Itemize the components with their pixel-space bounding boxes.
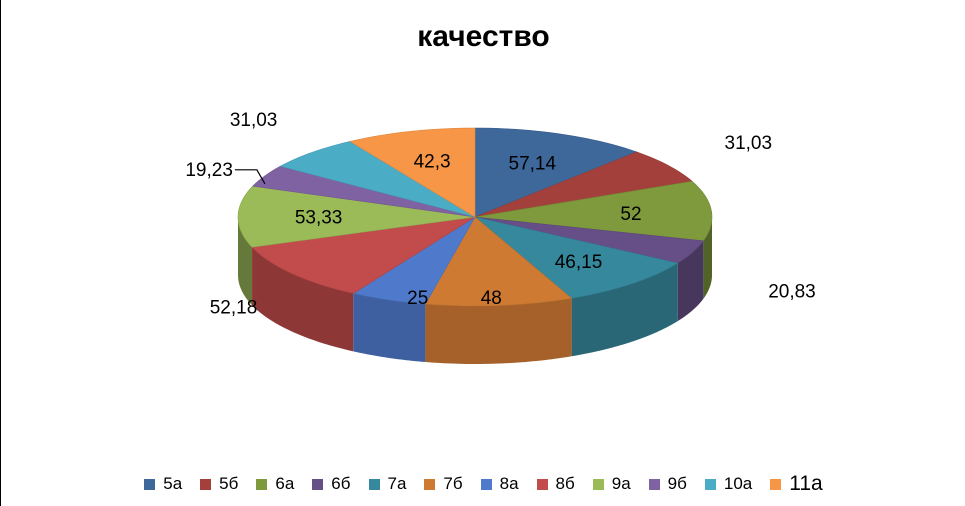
legend-swatch	[704, 478, 716, 490]
data-label-5а: 57,14	[509, 153, 557, 174]
pie-side-7б	[425, 298, 572, 364]
legend-label: 7б	[443, 474, 463, 493]
legend-label: 8б	[555, 474, 575, 493]
data-label-8а: 25	[407, 288, 428, 309]
data-label-9а: 53,33	[295, 208, 343, 229]
data-label-9б: 19,23	[185, 160, 233, 181]
legend-item-8б: 8б	[536, 474, 575, 494]
legend-swatch	[144, 478, 156, 490]
legend-label: 6а	[275, 474, 295, 493]
pie-chart: 57,14 31,03 52 20,83 46,15 48 25 52,18 53,33 19,2…	[185, 110, 816, 364]
pie-slice-11а	[349, 127, 476, 218]
pie-slice-7а	[474, 216, 679, 299]
legend-label: 9а	[611, 474, 631, 493]
pie-side-8б	[252, 247, 354, 352]
legend-swatch	[480, 478, 492, 490]
pie-slice-10а	[279, 141, 476, 218]
legend-item-11а: 11а	[770, 472, 823, 496]
legend-item-9б: 9б	[648, 474, 687, 494]
data-label-5б: 31,03	[725, 133, 773, 154]
legend-label: 6б	[331, 474, 351, 493]
pie-slice-6а	[474, 181, 713, 242]
data-label-11а: 42,3	[414, 152, 451, 173]
pie-side-6а	[703, 217, 712, 299]
data-label-7б: 48	[481, 288, 502, 309]
legend-label: 5а	[163, 474, 183, 493]
legend-swatch	[770, 478, 782, 490]
legend-label: 11а	[789, 472, 823, 495]
data-label-6а: 52	[620, 204, 641, 225]
data-label-7а: 46,15	[555, 252, 603, 273]
legend-swatch	[648, 478, 660, 490]
data-label-6б: 20,83	[768, 282, 816, 303]
legend-swatch	[536, 478, 548, 490]
data-label-8б: 52,18	[210, 298, 258, 319]
pie-slice-9б	[252, 165, 476, 218]
pie-slice-8а	[352, 216, 476, 305]
leader-line-9б	[234, 169, 266, 185]
legend-item-10а: 10а	[704, 474, 753, 494]
legend-item-7а: 7а	[368, 474, 407, 494]
pie-slice-7б	[424, 216, 573, 307]
pie-slice-8б	[251, 216, 476, 294]
pie-slice-5а	[474, 127, 638, 218]
legend: 5а 5б 6а 6б 7а 7б 8а 8б 9а 9б 10а 11а	[1, 472, 965, 496]
legend-swatch	[592, 478, 604, 490]
legend-swatch	[368, 478, 380, 490]
chart-title: качество	[417, 20, 550, 53]
legend-label: 5б	[219, 474, 239, 493]
pie-side-6б	[677, 240, 704, 322]
pie-side-8а	[353, 293, 426, 363]
legend-item-6б: 6б	[312, 474, 351, 494]
legend-label: 7а	[387, 474, 407, 493]
legend-item-6а: 6а	[256, 474, 294, 494]
pie-side-9а	[238, 217, 253, 306]
legend-item-9а: 9а	[592, 474, 631, 494]
pie-side-7а	[571, 263, 678, 357]
pie-slice-9а	[237, 185, 476, 248]
data-label-10а: 31,03	[230, 110, 278, 131]
legend-swatch	[200, 478, 212, 490]
legend-label: 10а	[723, 474, 753, 493]
legend-item-8а: 8а	[480, 474, 519, 494]
legend-item-5а: 5а	[144, 474, 182, 494]
legend-label: 8а	[499, 474, 519, 493]
legend-swatch	[312, 478, 324, 490]
legend-swatch	[256, 478, 268, 490]
pie-slice-5б	[474, 151, 693, 218]
legend-item-7б: 7б	[424, 474, 463, 494]
pie-slice-6б	[474, 216, 704, 264]
legend-item-5б: 5б	[200, 474, 238, 494]
legend-label: 9б	[667, 474, 687, 493]
legend-swatch	[424, 478, 436, 490]
